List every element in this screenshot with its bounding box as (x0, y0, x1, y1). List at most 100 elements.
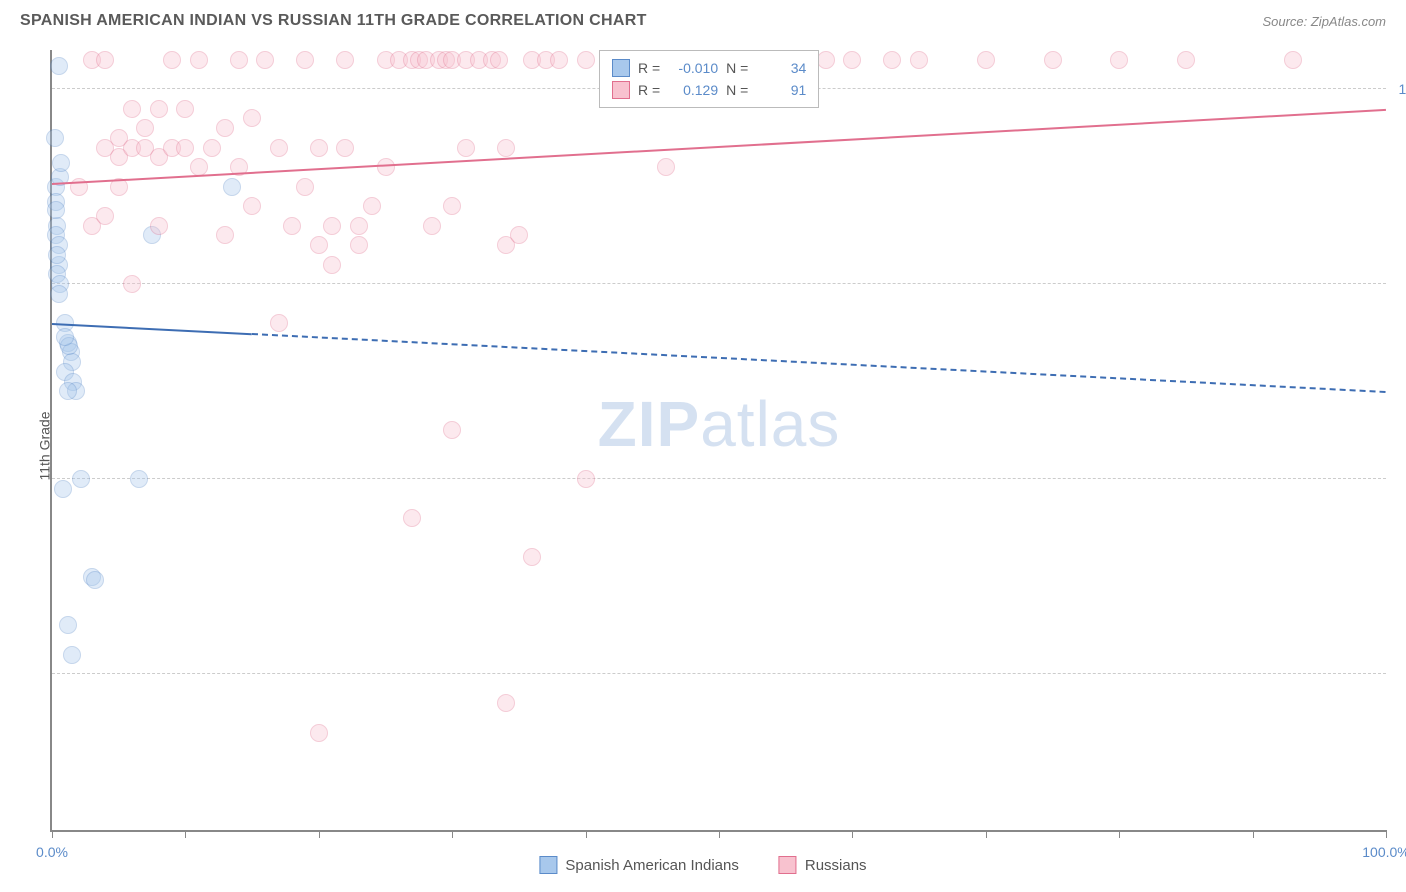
legend-item: Russians (779, 856, 867, 874)
scatter-point (1110, 51, 1128, 69)
scatter-point (350, 236, 368, 254)
scatter-point (123, 100, 141, 118)
scatter-point (47, 201, 65, 219)
trend-line (252, 333, 1386, 393)
x-tick (452, 830, 453, 838)
scatter-point (910, 51, 928, 69)
scatter-point (577, 51, 595, 69)
gridline-h (52, 283, 1386, 284)
legend-r-value: 0.129 (668, 79, 718, 101)
watermark-light: atlas (700, 388, 840, 460)
scatter-point (310, 236, 328, 254)
scatter-point (283, 217, 301, 235)
scatter-point (176, 100, 194, 118)
y-tick-label: 90.0% (1391, 276, 1406, 292)
y-tick-label: 100.0% (1391, 81, 1406, 97)
x-tick (185, 830, 186, 838)
scatter-point (216, 119, 234, 137)
scatter-point (457, 139, 475, 157)
scatter-point (52, 154, 70, 172)
scatter-point (843, 51, 861, 69)
scatter-point (523, 548, 541, 566)
gridline-h (52, 478, 1386, 479)
scatter-point (190, 158, 208, 176)
legend-r-label: R = (638, 57, 660, 79)
scatter-point (323, 256, 341, 274)
scatter-point (46, 129, 64, 147)
legend-r-value: -0.010 (668, 57, 718, 79)
legend-stats: R = -0.010 N = 34 R = 0.129 N = 91 (599, 50, 819, 108)
scatter-point (883, 51, 901, 69)
legend-n-label: N = (726, 57, 748, 79)
scatter-point (190, 51, 208, 69)
x-tick (1119, 830, 1120, 838)
scatter-point (497, 139, 515, 157)
legend-stats-row: R = 0.129 N = 91 (612, 79, 806, 101)
scatter-point (336, 139, 354, 157)
scatter-point (50, 285, 68, 303)
scatter-point (270, 139, 288, 157)
x-tick (319, 830, 320, 838)
legend-swatch (779, 856, 797, 874)
legend-item: Spanish American Indians (539, 856, 738, 874)
legend-n-label: N = (726, 79, 748, 101)
scatter-point (150, 217, 168, 235)
y-tick-label: 80.0% (1391, 471, 1406, 487)
scatter-point (123, 275, 141, 293)
legend-swatch (539, 856, 557, 874)
scatter-point (977, 51, 995, 69)
scatter-point (310, 139, 328, 157)
scatter-point (130, 470, 148, 488)
x-tick (986, 830, 987, 838)
trend-line (52, 323, 252, 335)
scatter-point (223, 178, 241, 196)
scatter-point (176, 139, 194, 157)
scatter-point (59, 616, 77, 634)
scatter-point (50, 57, 68, 75)
chart-header: SPANISH AMERICAN INDIAN VS RUSSIAN 11TH … (0, 0, 1406, 38)
legend-n-value: 34 (756, 57, 806, 79)
scatter-point (423, 217, 441, 235)
scatter-point (323, 217, 341, 235)
scatter-point (577, 470, 595, 488)
legend-r-label: R = (638, 79, 660, 101)
scatter-point (336, 51, 354, 69)
scatter-point (56, 328, 74, 346)
x-tick (719, 830, 720, 838)
watermark: ZIPatlas (598, 387, 841, 461)
scatter-point (96, 207, 114, 225)
x-tick (852, 830, 853, 838)
x-tick-label: 0.0% (36, 844, 68, 860)
scatter-point (230, 51, 248, 69)
scatter-point (657, 158, 675, 176)
scatter-point (96, 51, 114, 69)
scatter-point (550, 51, 568, 69)
scatter-point (243, 197, 261, 215)
scatter-point (443, 197, 461, 215)
scatter-point (490, 51, 508, 69)
scatter-point (377, 158, 395, 176)
legend-bottom: Spanish American Indians Russians (539, 856, 866, 874)
scatter-point (1044, 51, 1062, 69)
scatter-point (59, 382, 77, 400)
legend-n-value: 91 (756, 79, 806, 101)
x-tick-label: 100.0% (1362, 844, 1406, 860)
scatter-point (1284, 51, 1302, 69)
chart-source: Source: ZipAtlas.com (1262, 14, 1386, 29)
scatter-point (403, 509, 421, 527)
scatter-point (296, 51, 314, 69)
scatter-point (1177, 51, 1195, 69)
scatter-point (203, 139, 221, 157)
scatter-point (256, 51, 274, 69)
scatter-point (817, 51, 835, 69)
scatter-point (510, 226, 528, 244)
scatter-point (443, 421, 461, 439)
scatter-point (310, 724, 328, 742)
legend-label: Spanish American Indians (565, 857, 738, 874)
scatter-point (48, 246, 66, 264)
scatter-point (72, 470, 90, 488)
x-tick (1253, 830, 1254, 838)
y-tick-label: 70.0% (1391, 666, 1406, 682)
scatter-point (363, 197, 381, 215)
x-tick (586, 830, 587, 838)
